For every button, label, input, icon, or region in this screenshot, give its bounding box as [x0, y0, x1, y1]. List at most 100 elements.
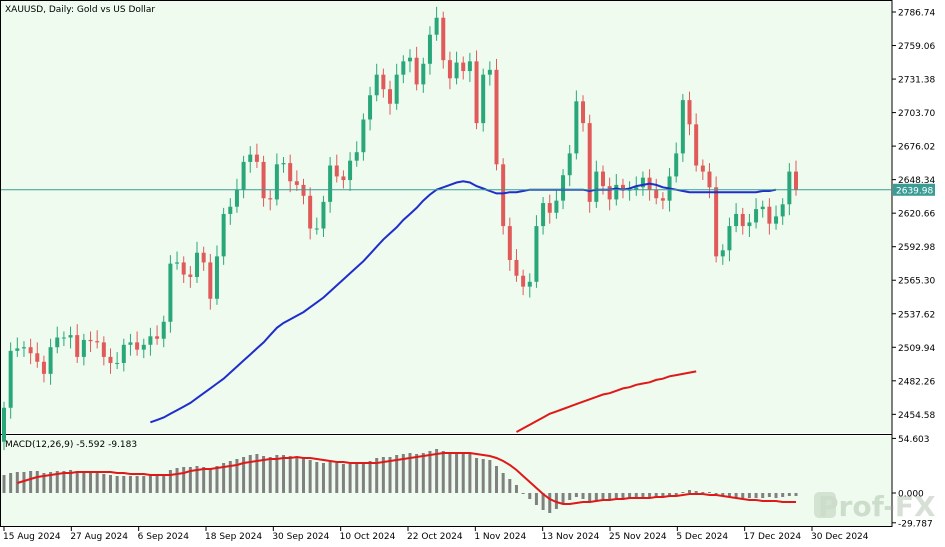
macd-hist-bar: [787, 493, 791, 496]
candle-body-bear: [687, 100, 692, 125]
macd-hist-bar: [182, 467, 186, 493]
candle-body-bear: [135, 342, 140, 350]
macd-hist-bar: [202, 467, 206, 493]
candle-body-bull: [128, 342, 133, 345]
candle-body-bear: [308, 195, 313, 229]
macd-hist-bar: [588, 493, 592, 502]
candle-body-bear: [261, 161, 266, 199]
candle-body-bull: [361, 119, 366, 153]
candle-body-bull: [2, 407, 6, 442]
macd-hist-bar: [122, 476, 126, 493]
candle-body-bear: [101, 342, 106, 357]
macd-hist-bar: [747, 493, 751, 498]
y-tick-label: 2676.02: [898, 143, 935, 153]
candle-body-bull: [567, 153, 572, 176]
candle-body-bear: [620, 184, 625, 190]
candle-body-bull: [115, 362, 120, 364]
candle-body-bear: [694, 124, 699, 166]
macd-hist-bar: [727, 493, 731, 497]
macd-hist-bar: [62, 471, 66, 493]
macd-hist-bar: [375, 458, 379, 493]
macd-hist-bar: [175, 468, 179, 493]
candle-body-bear: [334, 165, 339, 177]
y-tick-label: 2620.66: [898, 210, 935, 220]
macd-hist-bar: [794, 493, 798, 496]
candle-body-bear: [188, 274, 193, 277]
macd-hist-bar: [195, 466, 199, 493]
macd-hist-bar: [601, 493, 605, 500]
macd-hist-bar: [634, 493, 638, 498]
macd-hist-bar: [55, 471, 59, 493]
macd-hist-bar: [268, 457, 272, 493]
macd-hist-bar: [168, 470, 172, 493]
candle-body-bull: [747, 222, 752, 227]
candle-body-bull: [314, 228, 319, 230]
y-tick-label: 2537.62: [898, 310, 935, 320]
macd-hist-bar: [242, 457, 246, 493]
candle-body-bull: [8, 350, 13, 408]
candle-body-bull: [234, 189, 239, 207]
candle-body-bear: [794, 171, 798, 190]
y-tick-label: 2648.34: [898, 176, 935, 186]
candle-body-bull: [634, 187, 639, 190]
candle-body-bear: [208, 262, 213, 299]
candle-body-bull: [354, 152, 359, 161]
candle-body-bull: [754, 209, 759, 223]
candle-body-bear: [714, 187, 719, 257]
macd-hist-bar: [415, 454, 419, 493]
candle-body-bear: [254, 154, 259, 162]
candle-body-bear: [441, 17, 446, 61]
macd-hist-bar: [461, 454, 465, 493]
macd-hist-bar: [208, 469, 212, 493]
macd-hist-bar: [448, 452, 452, 493]
candle-body-bear: [288, 163, 293, 182]
candle-body-bull: [15, 348, 20, 351]
macd-hist-bar: [648, 493, 652, 497]
macd-hist-bar: [108, 475, 112, 493]
macd-hist-bar: [574, 493, 578, 497]
candle-body-bear: [461, 62, 466, 72]
candle-body-bull: [21, 347, 26, 349]
macd-hist-bar: [508, 479, 512, 493]
candle-body-bull: [214, 256, 219, 299]
macd-hist-bar: [155, 476, 159, 493]
candle-body-bull: [374, 74, 379, 96]
macd-tick-label: -29.787: [898, 519, 933, 529]
candle-body-bull: [55, 337, 60, 348]
macd-hist-bar: [255, 454, 259, 493]
macd-tick-label: 54.603: [898, 435, 930, 445]
macd-hist-bar: [408, 453, 412, 493]
candle-body-bear: [707, 171, 712, 188]
candle-body-bull: [148, 336, 153, 345]
macd-hist-bar: [388, 457, 392, 493]
macd-hist-bar: [395, 455, 399, 493]
x-tick-label: 13 Nov 2024: [542, 532, 600, 542]
macd-hist-bar: [335, 463, 339, 493]
x-tick-label: 10 Oct 2024: [340, 532, 396, 542]
candle-body-bull: [534, 226, 539, 282]
candle-body-bull: [81, 339, 86, 357]
macd-hist-bar: [761, 493, 765, 498]
candle-body-bull: [454, 62, 459, 79]
candle-body-bear: [381, 74, 386, 90]
macd-hist-bar: [315, 462, 319, 493]
macd-hist-bar: [581, 493, 585, 499]
moving-average-fast-line: [150, 180, 777, 424]
macd-hist-bar: [75, 471, 79, 493]
candle-body-bull: [421, 63, 426, 85]
macd-hist-bar: [235, 459, 239, 493]
macd-hist-bar: [89, 472, 93, 493]
macd-hist-bar: [282, 455, 286, 493]
candle-body-bull: [594, 171, 599, 202]
macd-hist-bar: [441, 451, 445, 493]
macd-signal-line-group: [17, 452, 796, 505]
candle-body-bull: [175, 262, 180, 264]
macd-hist-bar: [435, 449, 439, 493]
candle-body-bear: [700, 165, 705, 172]
candle-body-bear: [294, 181, 299, 185]
candle-body-bear: [301, 184, 306, 196]
x-tick-label: 15 Aug 2024: [3, 532, 61, 542]
candle-body-bear: [181, 262, 186, 275]
candle-body-bull: [348, 160, 353, 181]
